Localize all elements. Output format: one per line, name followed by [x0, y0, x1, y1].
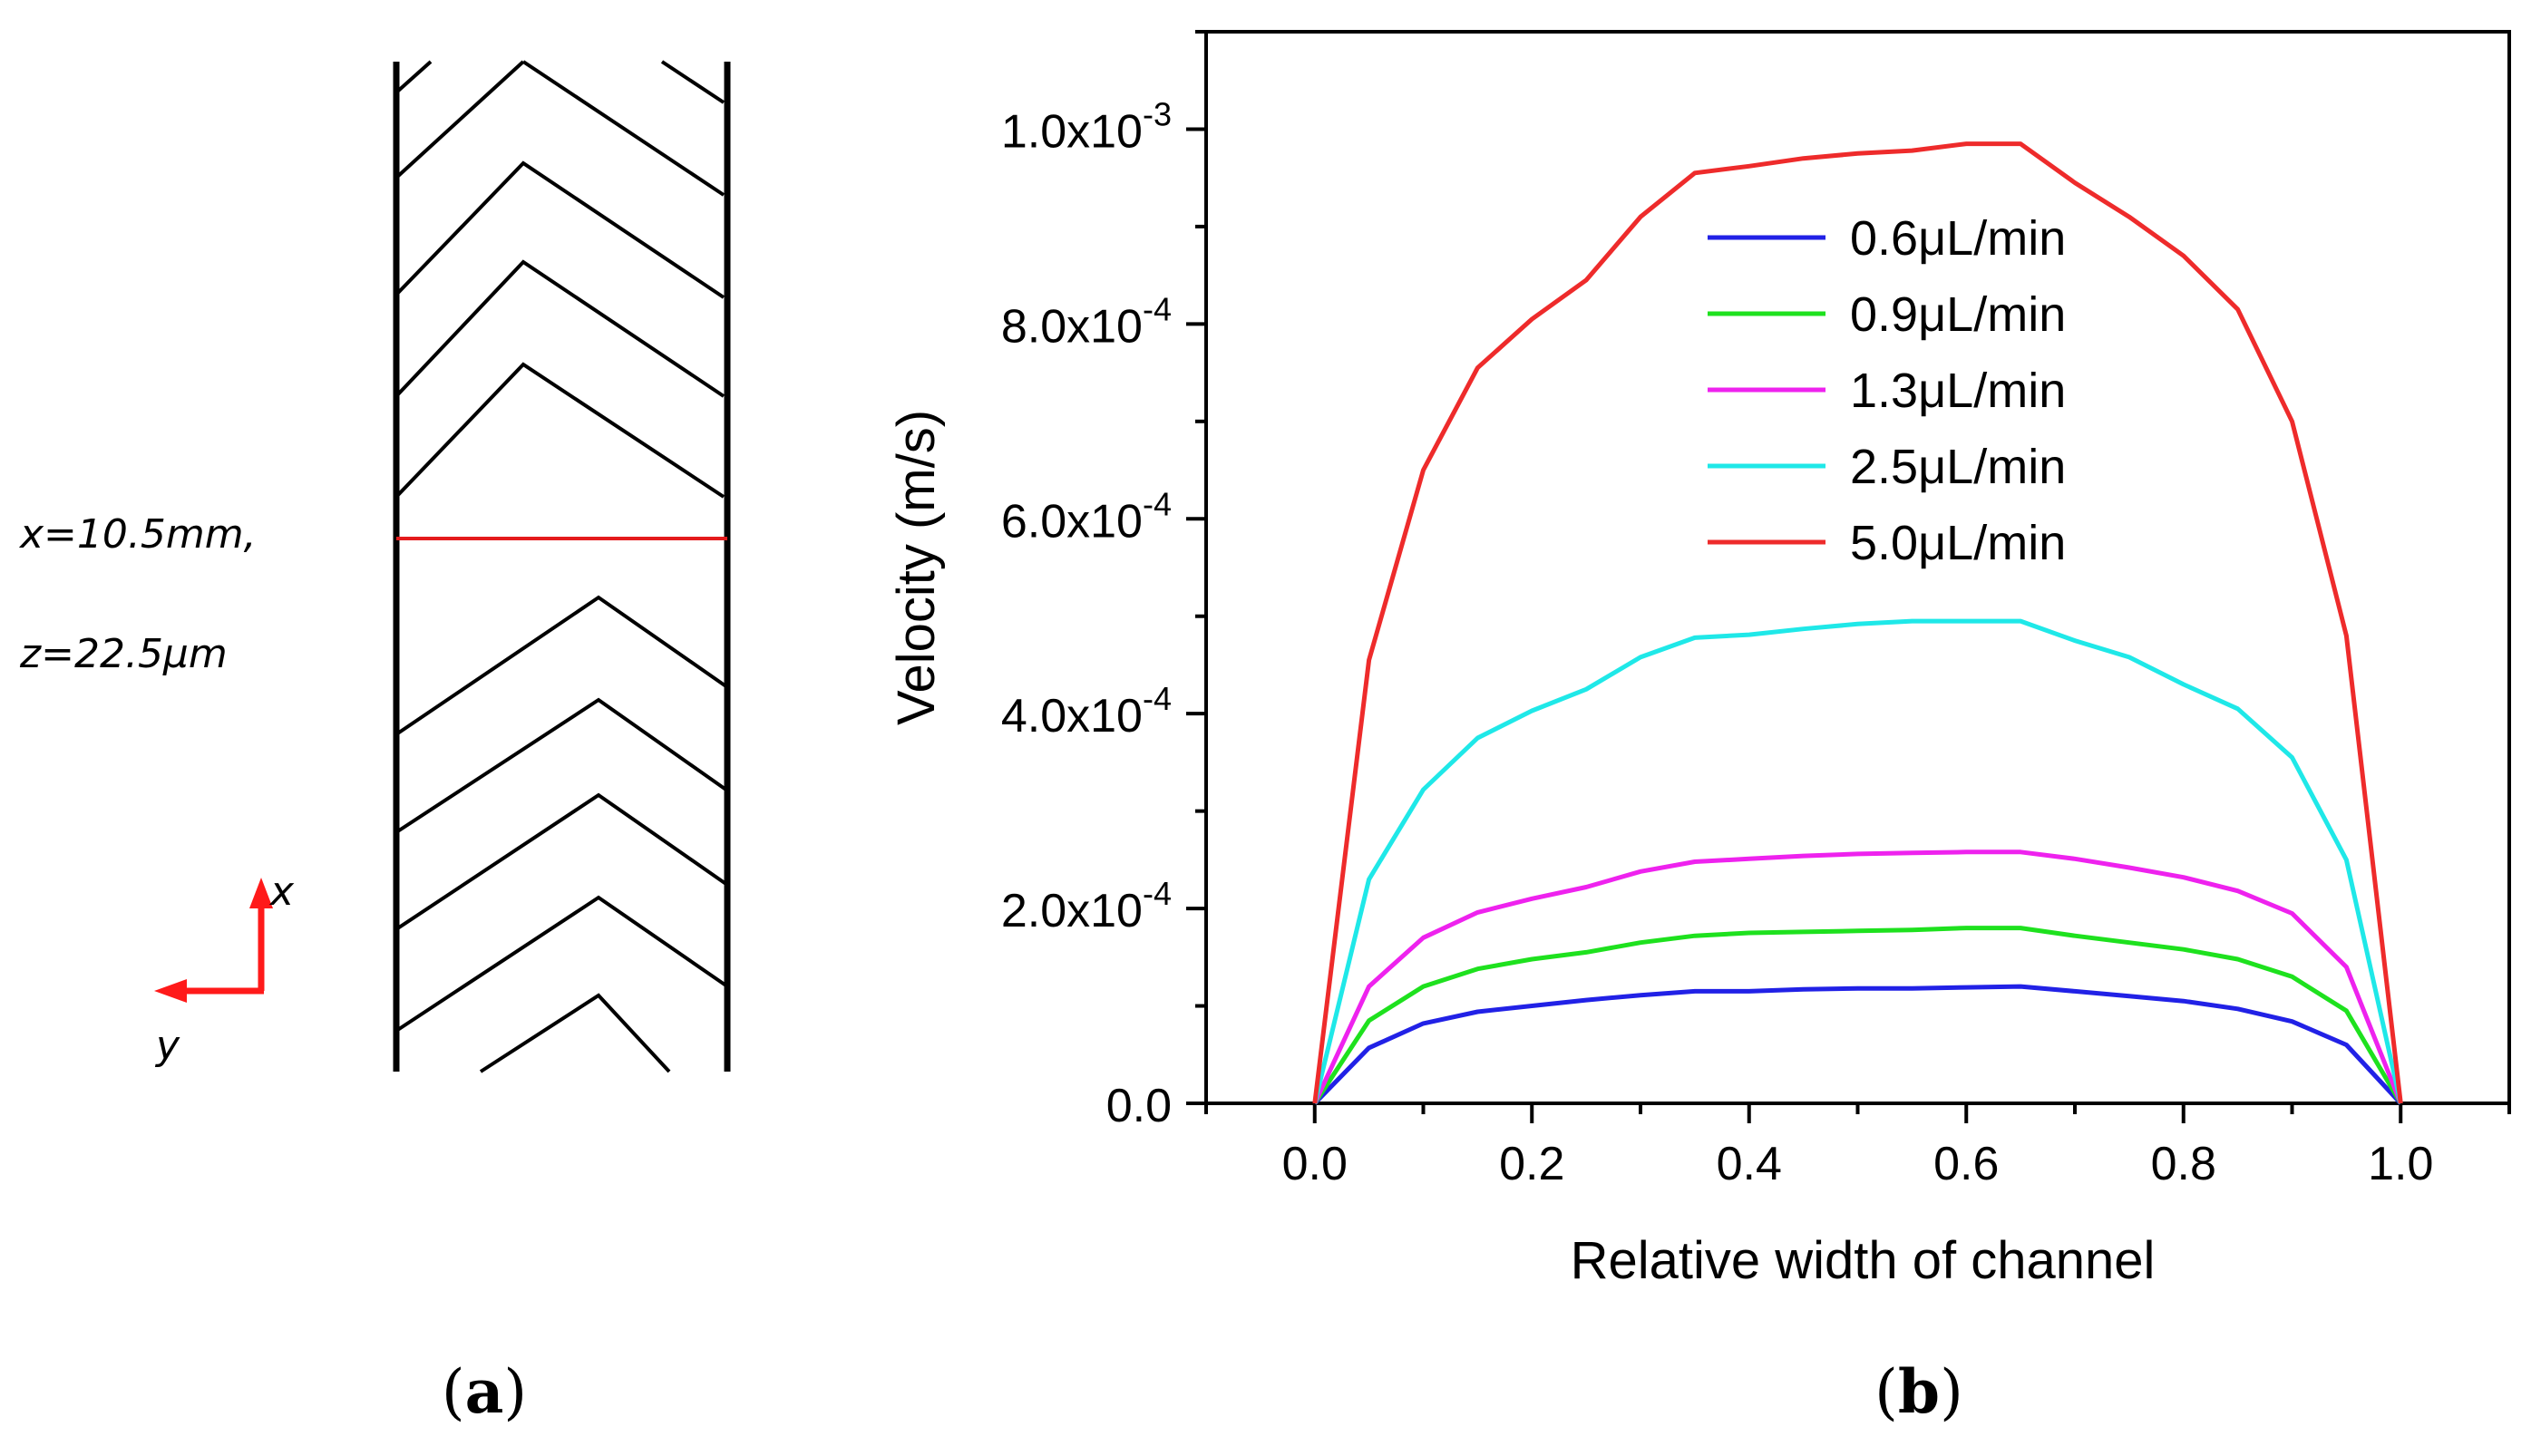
y-tick-mantissa: 0.0: [1106, 1080, 1172, 1132]
legend-label: 2.5μL/min: [1850, 440, 2066, 494]
herringbone-grooves-upper: [394, 60, 725, 499]
legend: 0.6μL/min 0.9μL/min 1.3μL/min 2.5μL/min 5.0μ…: [1708, 211, 2066, 570]
position-label-z: z=22.5μm: [19, 631, 228, 677]
herringbone-grooves-lower: [394, 595, 729, 1073]
legend-label: 1.3μL/min: [1850, 364, 2066, 418]
position-label-x: x=10.5mm,: [18, 511, 257, 558]
legend-label: 0.6μL/min: [1850, 211, 2066, 266]
panel-b-velocity-chart: 0.02.0x10-44.0x10-46.0x10-48.0x10-41.0x1…: [887, 30, 2511, 1427]
groove: [479, 993, 671, 1073]
groove: [394, 595, 729, 736]
y-tick-exponent: -3: [1143, 95, 1172, 132]
x-tick-label: 0.6: [1933, 1138, 1999, 1190]
y-axis-arrowhead: [154, 979, 187, 1003]
x-tick-label: 0.0: [1282, 1138, 1348, 1190]
y-tick-mantissa: 6.0x10: [1001, 495, 1143, 548]
x-tick-label: 1.0: [2368, 1138, 2433, 1190]
x-tick-label: 0.8: [2151, 1138, 2216, 1190]
groove: [660, 60, 725, 104]
y-tick-label: 6.0x10-4: [1001, 485, 1172, 548]
panel-b-label: (b): [1874, 1356, 1963, 1427]
groove: [521, 60, 725, 197]
y-tick-exponent: -4: [1143, 485, 1172, 522]
y-tick-exponent: -4: [1143, 875, 1172, 912]
series-line-0-9: [1312, 926, 2403, 1105]
y-tick-mantissa: 4.0x10: [1001, 690, 1143, 743]
series-line-0-6: [1313, 984, 2403, 1105]
y-tick-label: 2.0x10-4: [1001, 875, 1172, 937]
x-tick-label: 0.2: [1499, 1138, 1564, 1190]
groove: [394, 697, 729, 834]
series-lines: [1312, 141, 2403, 1105]
groove: [394, 60, 433, 94]
y-tick-exponent: -4: [1143, 680, 1172, 717]
y-tick-mantissa: 2.0x10: [1001, 885, 1143, 937]
x-axis-arrowhead: [249, 878, 273, 908]
groove: [394, 362, 725, 499]
x-axis-ticks: 0.0 0.2 0.4 0.6 0.8 1.0: [1204, 1103, 2511, 1190]
y-axis-title: Velocity (m/s): [887, 410, 946, 725]
y-axis-ticks: 0.02.0x10-44.0x10-46.0x10-48.0x10-41.0x1…: [1001, 30, 1206, 1132]
series-line-1-3: [1312, 849, 2403, 1105]
legend-label: 0.9μL/min: [1850, 287, 2066, 342]
y-tick-mantissa: 1.0x10: [1001, 105, 1143, 158]
groove: [394, 259, 725, 398]
coordinate-axes: [154, 878, 273, 1003]
groove: [394, 160, 725, 299]
y-tick-label: 4.0x10-4: [1001, 680, 1172, 743]
y-tick-mantissa: 8.0x10: [1001, 300, 1143, 353]
x-tick-label: 0.4: [1717, 1138, 1782, 1190]
axis-label-x: x: [268, 869, 295, 915]
y-tick-label: 0.0: [1106, 1080, 1172, 1132]
x-axis-title: Relative width of channel: [1571, 1231, 2156, 1290]
groove: [394, 60, 525, 180]
axis-label-y: y: [154, 1023, 180, 1069]
groove: [394, 895, 729, 1033]
y-tick-label: 1.0x10-3: [1001, 95, 1172, 158]
series-line-2-5: [1312, 618, 2403, 1104]
panel-a-channel-schematic: x=10.5mm, z=22.5μm x y (a): [18, 60, 731, 1427]
series-line-5-0: [1312, 141, 2403, 1104]
groove: [394, 792, 729, 931]
panel-a-label: (a): [442, 1356, 527, 1427]
y-tick-label: 8.0x10-4: [1001, 290, 1172, 353]
legend-label: 5.0μL/min: [1850, 516, 2066, 570]
y-tick-exponent: -4: [1143, 290, 1172, 327]
